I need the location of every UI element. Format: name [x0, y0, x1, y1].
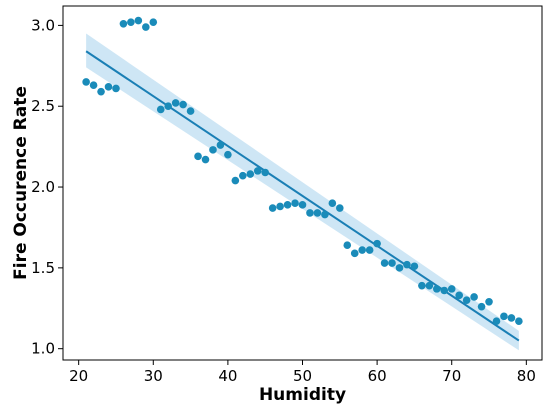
- x-tick-label: 50: [293, 367, 312, 385]
- data-point: [134, 16, 143, 25]
- x-tick-label: 40: [218, 367, 237, 385]
- data-point: [298, 201, 307, 209]
- data-point: [127, 18, 135, 26]
- data-point: [291, 199, 299, 208]
- data-point: [268, 204, 277, 212]
- data-point: [164, 102, 173, 111]
- data-point: [507, 314, 516, 322]
- y-tick-label: 2.0: [31, 178, 55, 196]
- x-axis: 20 30 40 50 60 70 80: [69, 360, 536, 385]
- data-point: [97, 87, 105, 96]
- data-point: [447, 285, 456, 293]
- data-point: [462, 296, 471, 304]
- data-point: [209, 146, 217, 154]
- data-point: [470, 293, 478, 301]
- data-point: [403, 260, 411, 269]
- data-point: [171, 99, 180, 107]
- data-point: [179, 100, 187, 109]
- data-point: [246, 170, 255, 178]
- data-point: [194, 152, 202, 161]
- data-point: [231, 176, 240, 185]
- data-point: [350, 249, 359, 258]
- data-point: [395, 264, 404, 272]
- y-axis-label: Fire Occurence Rate: [11, 86, 31, 280]
- data-point: [373, 239, 381, 248]
- data-point: [485, 298, 493, 306]
- data-point: [82, 78, 90, 86]
- data-point: [388, 259, 396, 267]
- data-point: [432, 285, 441, 293]
- data-point: [425, 281, 434, 290]
- data-point: [321, 210, 329, 219]
- data-point: [119, 19, 128, 28]
- data-point: [253, 167, 262, 175]
- data-point: [380, 259, 389, 267]
- data-point: [477, 302, 486, 311]
- data-point: [149, 18, 158, 26]
- data-point: [418, 281, 426, 290]
- data-point: [89, 81, 98, 90]
- data-point: [306, 209, 314, 217]
- x-axis-label: Humidity: [259, 385, 346, 405]
- data-point: [328, 199, 337, 208]
- y-tick-label: 3.0: [31, 16, 55, 34]
- data-point: [216, 141, 225, 149]
- data-point: [224, 150, 232, 159]
- data-point: [515, 317, 523, 326]
- data-point: [261, 168, 269, 177]
- data-point: [365, 246, 374, 254]
- data-point: [201, 155, 210, 164]
- data-point: [112, 84, 120, 93]
- data-point: [455, 291, 463, 300]
- x-tick-label: 60: [368, 367, 387, 385]
- confidence-band: [86, 33, 519, 351]
- data-point: [142, 23, 150, 31]
- y-tick-label: 1.0: [31, 340, 55, 358]
- data-point: [500, 312, 508, 321]
- y-axis: 1.0 1.5 2.0 2.5 3.0: [31, 16, 63, 358]
- data-point: [410, 262, 419, 271]
- y-tick-label: 2.5: [31, 97, 55, 115]
- data-point: [313, 209, 322, 217]
- data-point: [343, 241, 352, 250]
- y-tick-label: 1.5: [31, 259, 55, 277]
- data-point: [156, 105, 165, 114]
- plot-area: [82, 16, 523, 351]
- x-tick-label: 20: [69, 367, 88, 385]
- data-point: [283, 201, 292, 209]
- data-point: [104, 83, 113, 91]
- data-point: [336, 204, 344, 212]
- data-point: [239, 171, 247, 180]
- data-point: [358, 246, 366, 254]
- data-point: [492, 317, 501, 326]
- x-tick-label: 70: [442, 367, 461, 385]
- x-tick-label: 80: [517, 367, 536, 385]
- data-points: [82, 16, 523, 326]
- data-point: [440, 286, 449, 295]
- data-point: [276, 202, 284, 211]
- x-tick-label: 30: [144, 367, 163, 385]
- data-point: [186, 107, 195, 115]
